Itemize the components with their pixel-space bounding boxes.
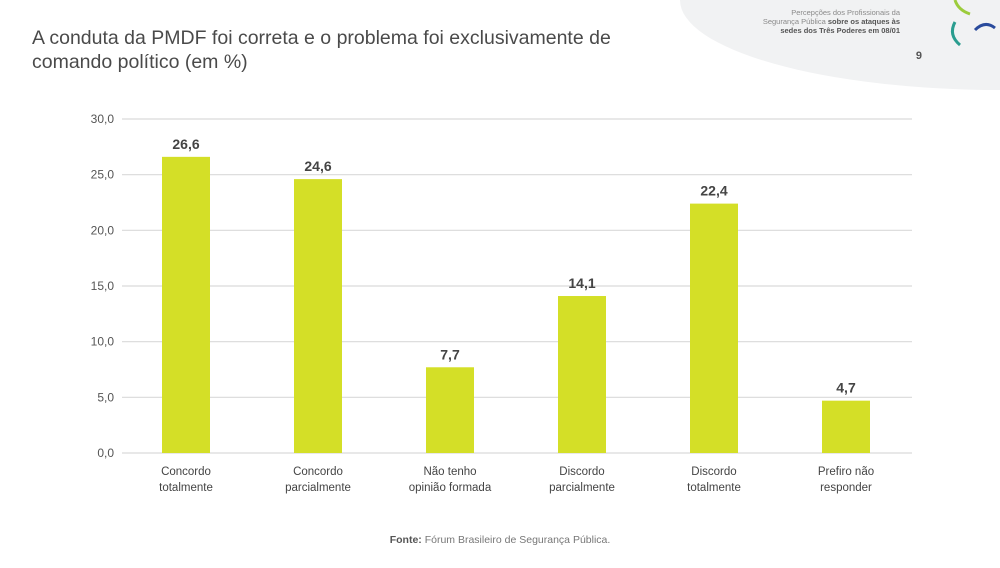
header-line: Segurança Pública [762, 17, 826, 26]
y-tick-label: 25,0 [91, 168, 115, 182]
header-line: sedes dos Três Poderes em 08/01 [780, 26, 900, 35]
source-label: Fonte: [389, 534, 422, 546]
data-label: 7,7 [440, 346, 460, 362]
chart-title: A conduta da PMDF foi correta e o proble… [32, 27, 611, 73]
data-label: 26,6 [172, 136, 199, 152]
x-tick-label: Concordo [293, 466, 343, 478]
x-tick-label: parcialmente [549, 482, 615, 494]
header-line: sobre os ataques às [827, 17, 900, 26]
y-tick-label: 15,0 [91, 279, 115, 293]
page-number: 9 [915, 50, 922, 62]
source-note: Fonte: Fórum Brasileiro de Segurança Púb… [0, 534, 1000, 546]
y-tick-label: 0,0 [97, 446, 114, 460]
x-tick-label: Não tenho [423, 466, 476, 478]
bar [690, 203, 738, 453]
x-tick-label: opinião formada [409, 482, 492, 494]
y-tick-label: 5,0 [97, 390, 114, 404]
bar [558, 296, 606, 453]
logo-icon [950, 0, 996, 47]
y-tick-label: 20,0 [91, 223, 115, 237]
report-header: Percepções dos Profissionais da Seguranç… [763, 8, 900, 35]
x-tick-label: Discordo [691, 466, 736, 478]
data-label: 14,1 [568, 275, 595, 291]
x-tick-label: parcialmente [285, 482, 351, 494]
x-tick-label: Concordo [161, 466, 211, 478]
source-text: Fórum Brasileiro de Segurança Pública. [424, 534, 611, 546]
bar [162, 156, 210, 453]
data-label: 4,7 [836, 380, 856, 396]
x-tick-label: totalmente [159, 482, 213, 494]
bar [294, 179, 342, 453]
data-label: 22,4 [700, 183, 727, 199]
bar [822, 400, 870, 453]
data-label: 24,6 [304, 158, 331, 174]
x-tick-label: Prefiro não [818, 466, 874, 478]
x-tick-label: responder [820, 482, 872, 494]
y-tick-label: 30,0 [91, 112, 115, 126]
bar [426, 367, 474, 453]
x-tick-label: Discordo [559, 466, 604, 478]
y-tick-label: 10,0 [91, 335, 115, 349]
x-tick-label: totalmente [687, 482, 741, 494]
header-line: Percepções dos Profissionais da [791, 8, 900, 17]
